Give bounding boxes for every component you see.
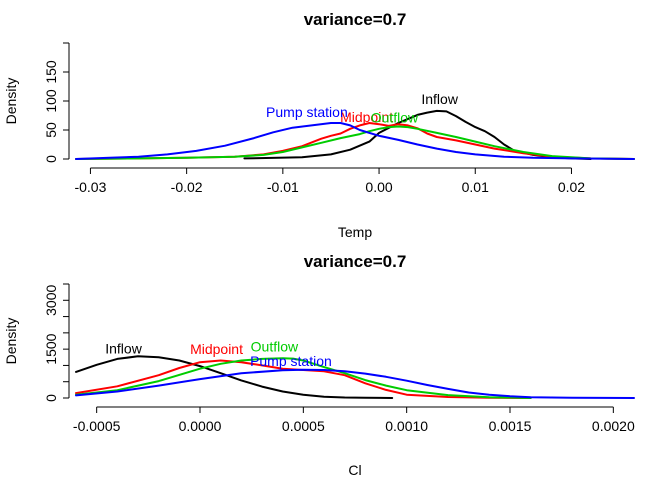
x-tick-label: 0.01 [462,179,489,195]
pump-station-label: Pump station [266,104,348,120]
y-axis-label: Density [3,318,19,365]
x-tick-label: 0.0015 [489,418,532,434]
y-tick-label: 0 [43,155,59,163]
x-tick-label: 0.02 [558,179,585,195]
pump-station-curve [75,122,635,160]
x-tick-label: 0.0020 [592,418,635,434]
x-tick-label: -0.03 [74,179,106,195]
inflow-curve [75,355,394,399]
midpoint-label: Midpoint [190,341,243,357]
chart-title: variance=0.7 [304,10,407,29]
cl-density-panel: variance=0.7 Density Cl -0.0005 0.0000 0.0… [3,252,635,478]
x-axis-label: Cl [348,462,361,478]
y-tick-label: 3000 [43,285,59,316]
y-tick-label: 150 [43,60,59,84]
x-tick-label: -0.02 [171,179,203,195]
inflow-label: Inflow [105,340,142,356]
pump-station-label: Pump station [250,353,332,369]
x-tick-label: 0.00 [365,179,392,195]
x-tick-label: -0.0005 [73,418,121,434]
y-tick-label: 1500 [43,333,59,364]
x-tick-label: 0.0000 [179,418,222,434]
y-tick-label: 50 [43,122,59,138]
x-tick-label: 0.0010 [385,418,428,434]
pump-station-curve [75,368,635,399]
outflow-label: Outflow [371,109,419,125]
chart-title: variance=0.7 [304,252,407,271]
outflow-curve [75,357,532,399]
outflow-label: Outflow [251,339,299,355]
y-tick-label: 0 [43,394,59,402]
midpoint-label: Midpoint [340,109,393,125]
outflow-curve [75,125,635,160]
x-tick-label: 0.0005 [282,418,325,434]
y-axis-label: Density [3,78,19,125]
y-tick-label: 100 [43,89,59,113]
inflow-label: Inflow [421,91,458,107]
temp-density-panel: variance=0.7 Density Temp -0.03 -0.02 -0.0… [3,10,635,240]
x-tick-label: -0.01 [267,179,299,195]
x-axis-label: Temp [338,224,372,240]
